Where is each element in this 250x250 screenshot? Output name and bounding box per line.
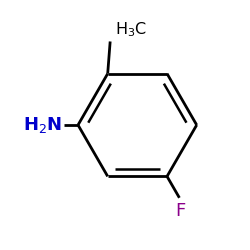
Text: F: F: [176, 202, 186, 220]
Text: H$_2$N: H$_2$N: [23, 115, 62, 135]
Text: H$_3$C: H$_3$C: [115, 20, 147, 39]
